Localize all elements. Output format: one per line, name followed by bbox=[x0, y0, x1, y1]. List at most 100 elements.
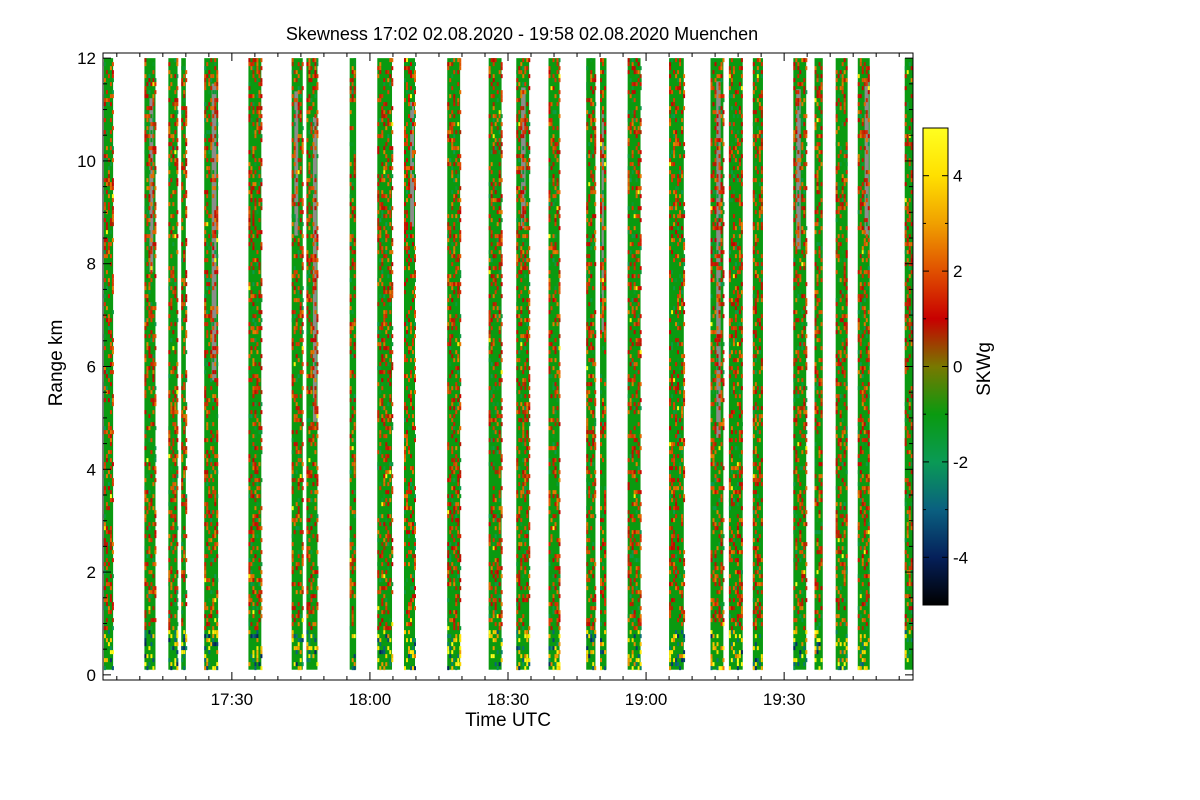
heatmap-cell bbox=[524, 258, 527, 263]
heatmap-cell bbox=[314, 398, 317, 403]
heatmap-cell bbox=[494, 518, 497, 523]
heatmap-cell bbox=[293, 518, 296, 523]
heatmap-cell bbox=[405, 250, 408, 255]
heatmap-cell bbox=[516, 622, 519, 627]
heatmap-cell bbox=[172, 482, 175, 487]
heatmap-cell bbox=[498, 598, 501, 603]
heatmap-cell bbox=[260, 78, 263, 83]
heatmap-cell bbox=[111, 74, 114, 79]
heatmap-cell bbox=[387, 118, 390, 123]
heatmap-cell bbox=[554, 290, 557, 295]
heatmap-cell bbox=[381, 662, 384, 667]
heatmap-cell bbox=[299, 582, 302, 587]
heatmap-cell bbox=[308, 606, 311, 611]
heatmap-cell bbox=[174, 410, 177, 415]
heatmap-cell bbox=[524, 566, 527, 571]
heatmap-cell bbox=[500, 210, 503, 215]
heatmap-cell bbox=[453, 102, 456, 107]
heatmap-cell bbox=[500, 262, 503, 267]
heatmap-cell bbox=[144, 354, 147, 359]
heatmap-cell bbox=[353, 90, 356, 95]
heatmap-cell bbox=[524, 482, 527, 487]
heatmap-cell bbox=[316, 414, 319, 419]
heatmap-cell bbox=[455, 186, 458, 191]
heatmap-cell bbox=[316, 274, 319, 279]
heatmap-cell bbox=[185, 422, 188, 427]
heatmap-cell bbox=[293, 162, 296, 167]
heatmap-cell bbox=[254, 414, 257, 419]
heatmap-cell bbox=[150, 166, 153, 171]
heatmap-cell bbox=[293, 314, 296, 319]
heatmap-cell bbox=[109, 530, 112, 535]
heatmap-cell bbox=[107, 206, 110, 211]
heatmap-cell bbox=[170, 402, 173, 407]
heatmap-cell bbox=[453, 138, 456, 143]
heatmap-cell bbox=[168, 362, 171, 367]
heatmap-cell bbox=[150, 146, 153, 151]
heatmap-cell bbox=[387, 258, 390, 263]
heatmap-cell bbox=[308, 178, 311, 183]
heatmap-cell bbox=[500, 650, 503, 655]
heatmap-cell bbox=[316, 570, 319, 575]
heatmap-cell bbox=[297, 486, 300, 491]
heatmap-cell bbox=[449, 510, 452, 515]
heatmap-cell bbox=[176, 398, 179, 403]
heatmap-cell bbox=[216, 610, 219, 615]
heatmap-cell bbox=[150, 362, 153, 367]
heatmap-cell bbox=[252, 574, 255, 579]
heatmap-cell bbox=[518, 510, 521, 515]
heatmap-cell bbox=[405, 134, 408, 139]
heatmap-cell bbox=[381, 570, 384, 575]
heatmap-cell bbox=[212, 242, 215, 247]
heatmap-cell bbox=[496, 594, 499, 599]
heatmap-cell bbox=[552, 514, 555, 519]
heatmap-cell bbox=[185, 370, 188, 375]
scan-band bbox=[403, 58, 416, 671]
heatmap-cell bbox=[185, 510, 188, 515]
heatmap-cell bbox=[312, 606, 315, 611]
heatmap-cell bbox=[314, 442, 317, 447]
heatmap-cell bbox=[413, 310, 416, 315]
heatmap-cell bbox=[496, 210, 499, 215]
heatmap-cell bbox=[168, 614, 171, 619]
heatmap-cell bbox=[524, 122, 527, 127]
heatmap-cell bbox=[148, 302, 151, 307]
heatmap-cell bbox=[520, 178, 523, 183]
heatmap-cell bbox=[391, 186, 394, 191]
heatmap-cell bbox=[387, 290, 390, 295]
heatmap-cell bbox=[252, 602, 255, 607]
heatmap-cell bbox=[214, 126, 217, 131]
heatmap-cell bbox=[293, 362, 296, 367]
heatmap-cell bbox=[252, 110, 255, 115]
heatmap-cell bbox=[185, 438, 188, 443]
heatmap-cell bbox=[306, 210, 309, 215]
heatmap-cell bbox=[299, 94, 302, 99]
heatmap-cell bbox=[413, 254, 416, 259]
heatmap-cell bbox=[385, 518, 388, 523]
heatmap-cell bbox=[206, 74, 209, 79]
heatmap-cell bbox=[349, 338, 352, 343]
heatmap-cell bbox=[552, 598, 555, 603]
heatmap-cell bbox=[260, 438, 263, 443]
heatmap-cell bbox=[449, 126, 452, 131]
heatmap-cell bbox=[252, 654, 255, 659]
heatmap-cell bbox=[403, 506, 406, 511]
heatmap-cell bbox=[383, 86, 386, 91]
heatmap-cell bbox=[172, 410, 175, 415]
heatmap-cell bbox=[150, 82, 153, 87]
heatmap-cell bbox=[146, 178, 149, 183]
heatmap-cell bbox=[183, 194, 186, 199]
heatmap-cell bbox=[383, 310, 386, 315]
heatmap-cell bbox=[258, 102, 261, 107]
heatmap-cell bbox=[528, 378, 531, 383]
heatmap-cell bbox=[170, 526, 173, 531]
heatmap-cell bbox=[403, 610, 406, 615]
heatmap-cell bbox=[310, 214, 313, 219]
heatmap-cell bbox=[377, 574, 380, 579]
heatmap-cell bbox=[152, 658, 155, 663]
heatmap-cell bbox=[498, 506, 501, 511]
heatmap-cell bbox=[256, 66, 259, 71]
heatmap-cell bbox=[407, 654, 410, 659]
heatmap-cell bbox=[204, 474, 207, 479]
heatmap-cell bbox=[144, 322, 147, 327]
